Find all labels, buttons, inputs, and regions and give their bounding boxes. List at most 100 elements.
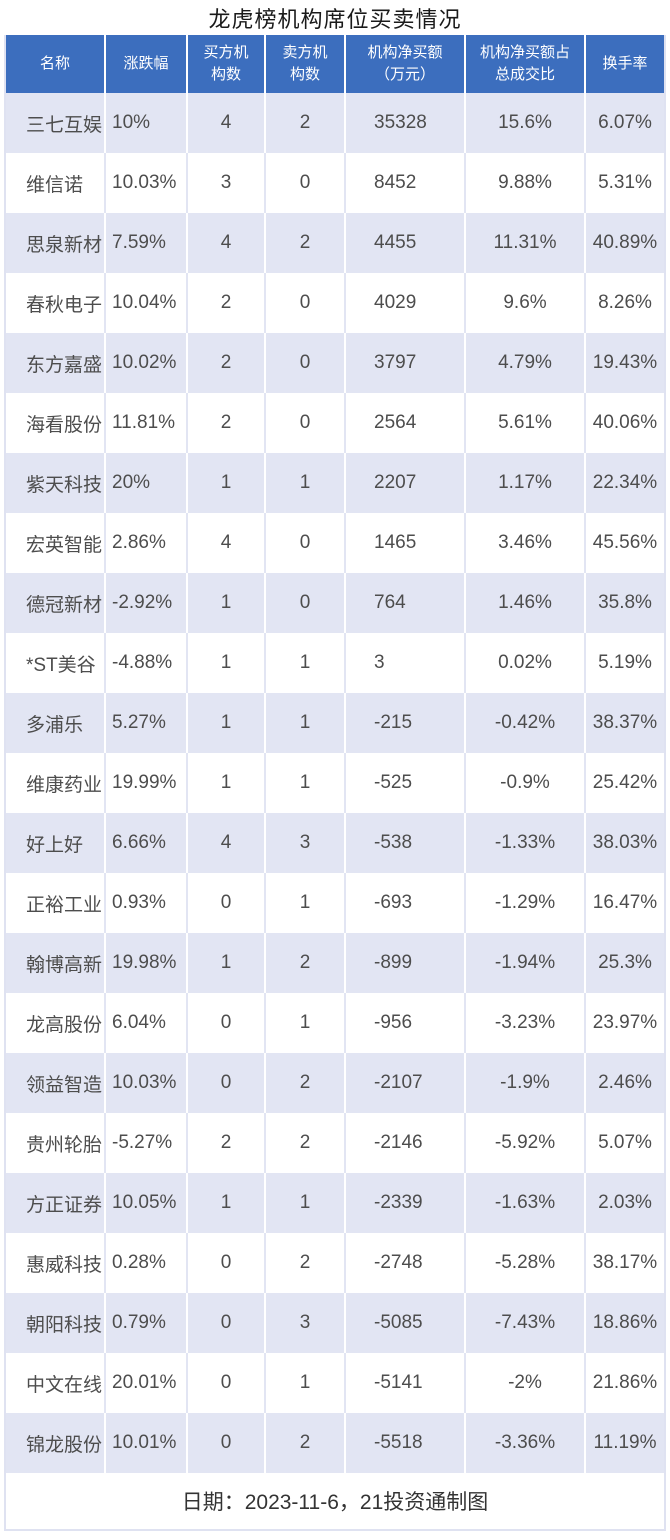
- cell-sell-inst-count: 1: [265, 1173, 346, 1233]
- cell-sell-inst-count: 0: [265, 333, 346, 393]
- table-row: 海看股份 11.81% 2 0 2564 5.61% 40.06%: [6, 393, 664, 453]
- cell-change-pct: 6.04%: [105, 993, 188, 1053]
- cell-net-buy-amount: -2748: [345, 1233, 466, 1293]
- cell-turnover-rate: 22.34%: [585, 453, 664, 513]
- table-container: 名称 涨跌幅 买方机 构数 卖方机 构数 机构净买额 （万元） 机构净买额占 总成交比 换手…: [4, 35, 666, 1531]
- cell-turnover-rate: 23.97%: [585, 993, 664, 1053]
- cell-net-buy-ratio: -5.92%: [465, 1113, 586, 1173]
- cell-net-buy-amount: 4455: [345, 213, 466, 273]
- cell-buy-inst-count: 2: [187, 1113, 266, 1173]
- table-row: 龙高股份 6.04% 0 1 -956 -3.23% 23.97%: [6, 993, 664, 1053]
- cell-buy-inst-count: 0: [187, 873, 266, 933]
- cell-name: 春秋电子: [6, 273, 106, 333]
- cell-name: 紫天科技: [6, 453, 106, 513]
- cell-turnover-rate: 5.07%: [585, 1113, 664, 1173]
- cell-sell-inst-count: 1: [265, 633, 346, 693]
- table-row: 维康药业 19.99% 1 1 -525 -0.9% 25.42%: [6, 753, 664, 813]
- cell-change-pct: 0.93%: [105, 873, 188, 933]
- cell-turnover-rate: 38.03%: [585, 813, 664, 873]
- cell-net-buy-ratio: -0.9%: [465, 753, 586, 813]
- cell-turnover-rate: 16.47%: [585, 873, 664, 933]
- cell-net-buy-ratio: 0.02%: [465, 633, 586, 693]
- cell-buy-inst-count: 4: [187, 513, 266, 573]
- cell-sell-inst-count: 2: [265, 213, 346, 273]
- cell-sell-inst-count: 0: [265, 513, 346, 573]
- cell-name: *ST美谷: [6, 633, 106, 693]
- cell-change-pct: 20%: [105, 453, 188, 513]
- cell-name: 多浦乐: [6, 693, 106, 753]
- cell-buy-inst-count: 1: [187, 633, 266, 693]
- cell-name: 朝阳科技: [6, 1293, 106, 1353]
- cell-sell-inst-count: 2: [265, 933, 346, 993]
- cell-sell-inst-count: 2: [265, 1413, 346, 1473]
- cell-buy-inst-count: 2: [187, 393, 266, 453]
- cell-change-pct: 10.03%: [105, 1053, 188, 1113]
- cell-change-pct: 20.01%: [105, 1353, 188, 1413]
- column-header-sell-inst-count: 卖方机 构数: [265, 35, 346, 93]
- cell-change-pct: 19.98%: [105, 933, 188, 993]
- cell-turnover-rate: 11.19%: [585, 1413, 664, 1473]
- cell-buy-inst-count: 0: [187, 1233, 266, 1293]
- cell-name: 三七互娱: [6, 93, 106, 153]
- column-header-net-buy-amount: 机构净买额 （万元）: [345, 35, 466, 93]
- cell-name: 龙高股份: [6, 993, 106, 1053]
- cell-net-buy-amount: -5085: [345, 1293, 466, 1353]
- cell-net-buy-ratio: 1.17%: [465, 453, 586, 513]
- cell-turnover-rate: 25.42%: [585, 753, 664, 813]
- cell-net-buy-ratio: -1.94%: [465, 933, 586, 993]
- cell-net-buy-ratio: -2%: [465, 1353, 586, 1413]
- cell-turnover-rate: 19.43%: [585, 333, 664, 393]
- cell-net-buy-ratio: -7.43%: [465, 1293, 586, 1353]
- cell-net-buy-amount: 8452: [345, 153, 466, 213]
- cell-net-buy-amount: -899: [345, 933, 466, 993]
- cell-net-buy-amount: -5141: [345, 1353, 466, 1413]
- cell-sell-inst-count: 3: [265, 1293, 346, 1353]
- cell-change-pct: 0.28%: [105, 1233, 188, 1293]
- cell-change-pct: 7.59%: [105, 213, 188, 273]
- cell-sell-inst-count: 3: [265, 813, 346, 873]
- cell-net-buy-amount: -956: [345, 993, 466, 1053]
- cell-net-buy-amount: 1465: [345, 513, 466, 573]
- cell-buy-inst-count: 1: [187, 753, 266, 813]
- table-row: 朝阳科技 0.79% 0 3 -5085 -7.43% 18.86%: [6, 1293, 664, 1353]
- table-row: *ST美谷 -4.88% 1 1 3 0.02% 5.19%: [6, 633, 664, 693]
- cell-name: 思泉新材: [6, 213, 106, 273]
- cell-net-buy-amount: -693: [345, 873, 466, 933]
- table-row: 惠威科技 0.28% 0 2 -2748 -5.28% 38.17%: [6, 1233, 664, 1293]
- cell-net-buy-amount: -2339: [345, 1173, 466, 1233]
- cell-change-pct: 10.03%: [105, 153, 188, 213]
- table-row: 德冠新材 -2.92% 1 0 764 1.46% 35.8%: [6, 573, 664, 633]
- cell-buy-inst-count: 0: [187, 1353, 266, 1413]
- cell-sell-inst-count: 2: [265, 1233, 346, 1293]
- cell-change-pct: 10.04%: [105, 273, 188, 333]
- cell-change-pct: 10.02%: [105, 333, 188, 393]
- cell-sell-inst-count: 2: [265, 1053, 346, 1113]
- table-row: 好上好 6.66% 4 3 -538 -1.33% 38.03%: [6, 813, 664, 873]
- cell-change-pct: 6.66%: [105, 813, 188, 873]
- cell-name: 锦龙股份: [6, 1413, 106, 1473]
- cell-change-pct: 5.27%: [105, 693, 188, 753]
- cell-buy-inst-count: 0: [187, 1053, 266, 1113]
- table-row: 正裕工业 0.93% 0 1 -693 -1.29% 16.47%: [6, 873, 664, 933]
- cell-change-pct: -2.92%: [105, 573, 188, 633]
- table-row: 三七互娱 10% 4 2 35328 15.6% 6.07%: [6, 93, 664, 153]
- cell-net-buy-amount: -525: [345, 753, 466, 813]
- cell-name: 翰博高新: [6, 933, 106, 993]
- cell-buy-inst-count: 1: [187, 693, 266, 753]
- cell-net-buy-ratio: -5.28%: [465, 1233, 586, 1293]
- cell-net-buy-amount: -5518: [345, 1413, 466, 1473]
- cell-net-buy-ratio: 4.79%: [465, 333, 586, 393]
- cell-sell-inst-count: 1: [265, 993, 346, 1053]
- cell-sell-inst-count: 2: [265, 93, 346, 153]
- cell-name: 领益智造: [6, 1053, 106, 1113]
- table-row: 领益智造 10.03% 0 2 -2107 -1.9% 2.46%: [6, 1053, 664, 1113]
- cell-buy-inst-count: 0: [187, 993, 266, 1053]
- cell-name: 维康药业: [6, 753, 106, 813]
- cell-turnover-rate: 8.26%: [585, 273, 664, 333]
- table-row: 东方嘉盛 10.02% 2 0 3797 4.79% 19.43%: [6, 333, 664, 393]
- cell-name: 惠威科技: [6, 1233, 106, 1293]
- table-row: 锦龙股份 10.01% 0 2 -5518 -3.36% 11.19%: [6, 1413, 664, 1473]
- table-body: 三七互娱 10% 4 2 35328 15.6% 6.07% 维信诺 10.03% 3 0 8452 9…: [6, 93, 664, 1529]
- cell-buy-inst-count: 1: [187, 573, 266, 633]
- cell-name: 海看股份: [6, 393, 106, 453]
